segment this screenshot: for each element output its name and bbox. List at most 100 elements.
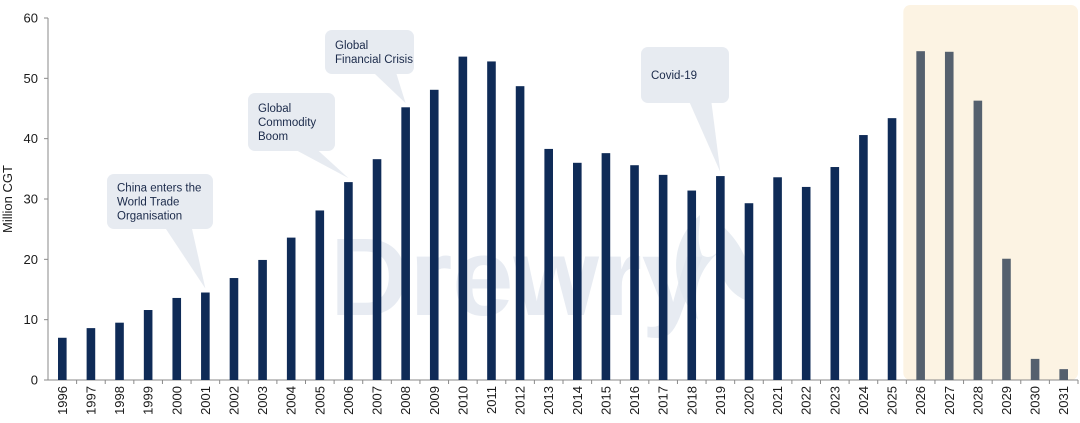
callout-text-line: Organisation xyxy=(117,211,182,223)
callout-2001: China enters the World Trade Organisation xyxy=(107,174,213,289)
x-tick-label-2007: 2007 xyxy=(370,386,385,415)
x-tick-label-2008: 2008 xyxy=(398,386,413,415)
x-tick-label-2030: 2030 xyxy=(1028,386,1043,415)
x-tick-label-2018: 2018 xyxy=(684,386,699,415)
y-tick-label: 10 xyxy=(24,312,38,327)
bar-2021 xyxy=(773,177,782,380)
forecast-band xyxy=(903,5,1078,380)
y-tick-label: 40 xyxy=(24,131,38,146)
x-tick-label-2014: 2014 xyxy=(570,386,585,415)
callout-box xyxy=(641,47,729,103)
x-tick-label-2003: 2003 xyxy=(255,386,270,415)
x-tick-label-2010: 2010 xyxy=(455,386,470,415)
x-tick-label-2006: 2006 xyxy=(341,386,356,415)
bar-2005 xyxy=(315,210,325,380)
callout-2008: Global Financial Crisis xyxy=(325,30,414,104)
x-tick-label-2031: 2031 xyxy=(1056,386,1071,415)
bar-2009 xyxy=(429,89,439,381)
x-tick-label-2021: 2021 xyxy=(770,386,785,415)
callout-text-line: Commodity xyxy=(258,117,316,129)
bar-2013 xyxy=(544,148,553,380)
x-tick-label-1996: 1996 xyxy=(55,386,70,415)
bar-1998 xyxy=(115,322,124,380)
x-tick-label-2019: 2019 xyxy=(713,386,728,415)
bar-2003 xyxy=(258,259,267,380)
y-tick-label: 30 xyxy=(24,192,38,207)
y-tick-label: 50 xyxy=(24,71,38,86)
bar-2008 xyxy=(401,107,410,380)
watermark-flame-icon xyxy=(676,215,750,320)
x-tick-label-2012: 2012 xyxy=(513,386,528,415)
x-tick-label-2013: 2013 xyxy=(541,386,556,415)
bar-2000 xyxy=(172,297,182,380)
callout-2006: Global Commodity Boom xyxy=(248,93,349,179)
x-tick-label-2011: 2011 xyxy=(484,386,499,414)
y-tick-label: 60 xyxy=(24,11,38,26)
bar-1997 xyxy=(86,328,96,380)
bar-1996 xyxy=(58,337,67,380)
x-tick-label-2022: 2022 xyxy=(799,386,814,415)
callout-text-line: China enters the xyxy=(117,183,201,195)
callout-pointer xyxy=(689,102,721,173)
bar-2015 xyxy=(601,153,611,380)
callout-pointer xyxy=(295,150,349,179)
bar-2011 xyxy=(487,61,496,380)
x-tick-label-2023: 2023 xyxy=(827,386,842,415)
bar-2006 xyxy=(344,182,353,380)
bar-2029 xyxy=(1002,258,1011,380)
bar-2031 xyxy=(1059,369,1068,380)
bar-2001 xyxy=(201,292,210,380)
x-tick-label-2016: 2016 xyxy=(627,386,642,415)
bar-2030 xyxy=(1030,358,1040,380)
callout-text-line: Financial Crisis xyxy=(335,54,413,66)
callout-2019: Covid-19 xyxy=(641,47,729,173)
callout-pointer xyxy=(373,73,406,104)
bar-2017 xyxy=(658,174,668,380)
bar-2012 xyxy=(515,86,525,380)
bar-2016 xyxy=(630,165,639,380)
bar-2007 xyxy=(372,159,382,380)
y-axis-title: Million CGT xyxy=(0,165,15,233)
x-tick-label-2005: 2005 xyxy=(312,386,327,415)
bar-2019 xyxy=(716,176,725,380)
x-tick-label-1997: 1997 xyxy=(83,386,98,415)
bar-2026 xyxy=(916,51,925,380)
callout-text-line: Global xyxy=(258,103,291,115)
x-tick-label-2020: 2020 xyxy=(741,386,756,415)
bar-2028 xyxy=(973,100,983,380)
x-tick-label-2027: 2027 xyxy=(942,386,957,415)
x-tick-label-1999: 1999 xyxy=(141,386,156,415)
bar-2004 xyxy=(286,237,296,380)
x-tick-label-2002: 2002 xyxy=(226,386,241,415)
callout-text-line: Covid-19 xyxy=(651,70,697,82)
x-tick-label-2028: 2028 xyxy=(970,386,985,415)
x-tick-label-2029: 2029 xyxy=(999,386,1014,415)
bar-2027 xyxy=(944,51,954,380)
bar-2024 xyxy=(859,135,868,380)
x-tick-label-2000: 2000 xyxy=(169,386,184,415)
bar-2022 xyxy=(801,186,811,380)
bar-2002 xyxy=(229,278,239,380)
callout-text-line: Boom xyxy=(258,131,288,143)
callout-box xyxy=(107,174,213,229)
callout-box xyxy=(325,30,414,74)
x-tick-label-1998: 1998 xyxy=(112,386,127,415)
bar-2018 xyxy=(687,190,697,380)
y-tick-label: 0 xyxy=(31,373,38,388)
x-tick-label-2001: 2001 xyxy=(198,386,213,415)
callout-pointer xyxy=(165,228,206,289)
y-tick-label: 20 xyxy=(24,252,38,267)
x-tick-label-2015: 2015 xyxy=(598,386,613,415)
bar-2010 xyxy=(458,56,468,380)
x-tick-label-2026: 2026 xyxy=(913,386,928,415)
bar-1999 xyxy=(143,310,153,380)
x-tick-label-2025: 2025 xyxy=(885,386,900,415)
x-tick-label-2009: 2009 xyxy=(427,386,442,415)
x-tick-label-2024: 2024 xyxy=(856,386,871,415)
callout-text-line: World Trade xyxy=(117,197,179,209)
bar-2023 xyxy=(830,167,840,380)
callout-text-line: Global xyxy=(335,40,368,52)
bar-2014 xyxy=(573,162,582,380)
bar-2025 xyxy=(887,118,897,381)
